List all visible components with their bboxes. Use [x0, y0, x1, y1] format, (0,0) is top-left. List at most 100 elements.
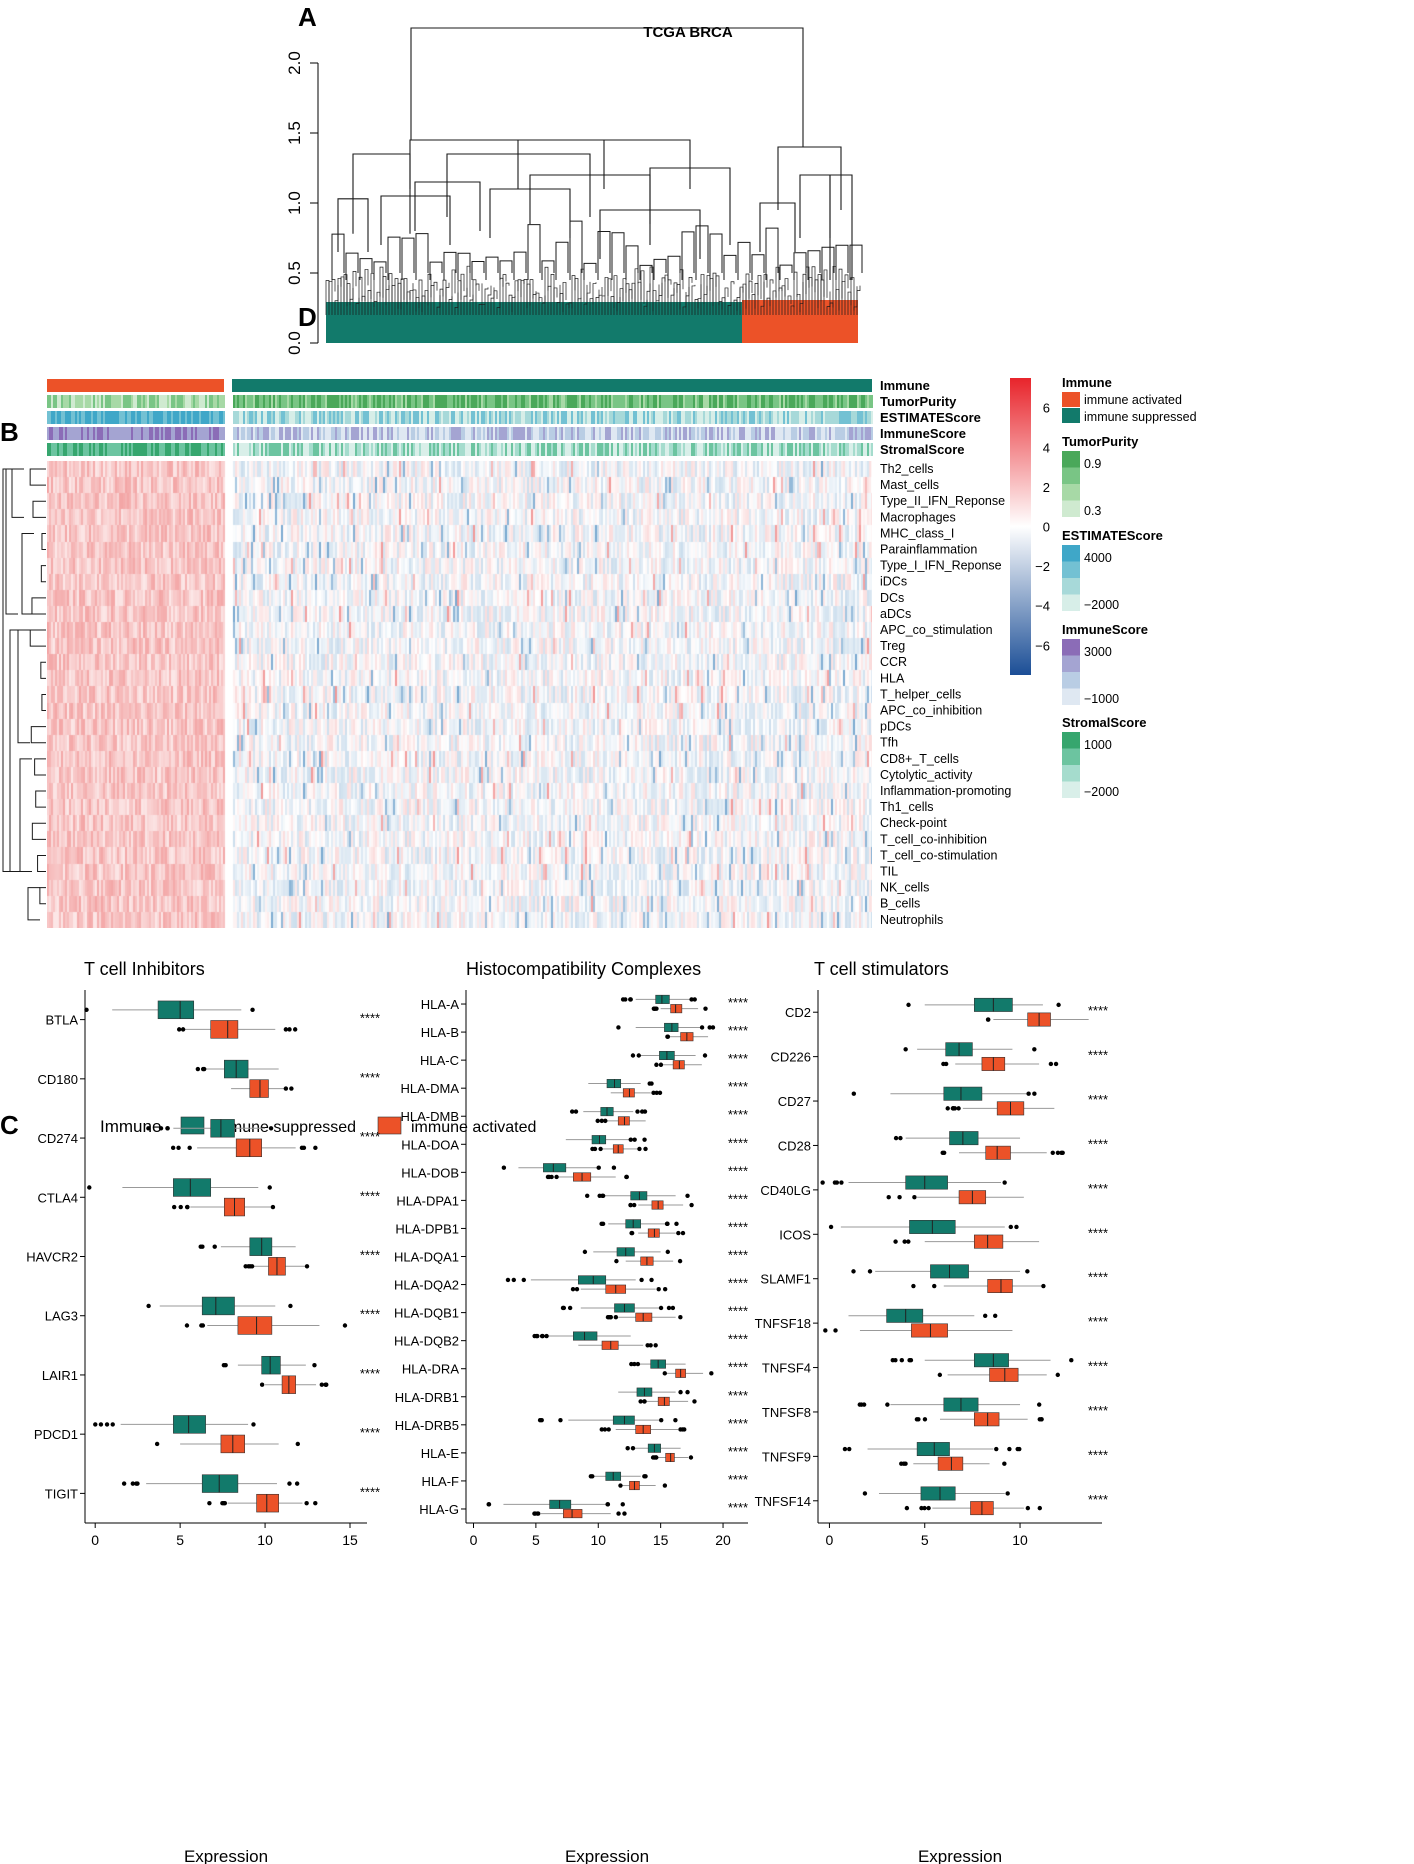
boxplot-box-activated	[945, 1101, 1055, 1116]
row-dendrogram-branch	[19, 758, 32, 873]
annotation-cell	[367, 427, 369, 440]
annotation-cell	[551, 395, 553, 408]
annotation-cell	[151, 443, 153, 456]
annotation-cell	[107, 427, 109, 440]
boxplot-box	[261, 1355, 281, 1375]
annotation-cell	[211, 395, 213, 408]
annotation-cell	[425, 395, 427, 408]
annotation-cell	[843, 395, 845, 408]
annotation-cell	[311, 411, 313, 424]
annotation-cell	[485, 411, 487, 424]
annotation-cell	[541, 427, 543, 440]
annotation-cell	[187, 395, 189, 408]
annotation-cell	[351, 427, 353, 440]
annotation-cell	[185, 427, 187, 440]
boxplot-title: T cell stimulators	[814, 959, 949, 979]
annotation-cell	[331, 443, 333, 456]
annotation-cell	[767, 395, 769, 408]
annotation-cell	[71, 411, 73, 424]
boxplot-box	[622, 1088, 635, 1098]
boxplot-outlier	[608, 1315, 613, 1320]
boxplot-outlier	[662, 1286, 668, 1292]
annotation-cell	[649, 427, 651, 440]
boxplot-box	[573, 1331, 598, 1341]
annotation-cell	[481, 395, 483, 408]
annotation-cell	[57, 411, 59, 424]
boxplot-box-suppressed	[486, 1499, 625, 1509]
annotation-cell	[309, 443, 311, 456]
annotation-cell	[665, 443, 667, 456]
legend-estimatescore-title: ESTIMATEScore	[1062, 528, 1163, 543]
annotation-cell	[247, 427, 249, 440]
annotation-cell	[587, 427, 589, 440]
annotation-cell	[689, 395, 691, 408]
annotation-cell	[155, 427, 157, 440]
annotation-cell	[643, 395, 645, 408]
annotation-cell	[93, 411, 95, 424]
dendrogram-mid-branch	[723, 254, 737, 280]
annotation-cell	[807, 411, 809, 424]
annotation-cell	[819, 395, 821, 408]
annotation-cell	[169, 443, 171, 456]
boxplot-box-activated	[937, 1367, 1060, 1382]
boxplot-gene-label: BTLA	[45, 1013, 78, 1028]
boxplot-outlier	[342, 1323, 348, 1328]
boxplot-box-activated	[628, 1200, 694, 1210]
annotation-cell	[855, 443, 857, 456]
annotation-cell	[559, 411, 561, 424]
annotation-cell	[583, 427, 585, 440]
annotation-track-ImmuneScore	[47, 427, 873, 440]
annotation-cell	[359, 443, 361, 456]
annotation-cell	[109, 443, 111, 456]
annotation-cell	[61, 427, 63, 440]
annotation-cell	[499, 427, 501, 440]
annotation-cell	[817, 443, 819, 456]
annotation-cell	[145, 427, 147, 440]
annotation-cell	[449, 443, 451, 456]
annotation-cell	[585, 443, 587, 456]
annotation-cell	[387, 443, 389, 456]
annotation-cell	[553, 395, 555, 408]
annotation-cell	[429, 411, 431, 424]
annotation-cell	[709, 427, 711, 440]
annotation-cell	[767, 411, 769, 424]
annotation-cell	[835, 427, 837, 440]
annotation-cell	[51, 411, 53, 424]
annotation-cell	[753, 427, 755, 440]
boxplot-box-activated	[914, 1412, 1044, 1427]
annotation-cell	[625, 427, 627, 440]
boxplot-box	[657, 1396, 670, 1406]
annotation-cell	[623, 427, 625, 440]
boxplot-box	[886, 1308, 924, 1323]
boxplot-outlier	[611, 1165, 617, 1170]
annotation-cell	[747, 411, 749, 424]
annotation-cell	[211, 427, 213, 440]
annotation-cell	[861, 427, 863, 440]
annotation-cell	[215, 427, 217, 440]
boxplot-outlier	[834, 1180, 840, 1185]
boxplot-outlier	[198, 1244, 203, 1249]
boxplot-significance: ****	[728, 1416, 748, 1431]
dendrogram-mid-branch	[625, 245, 639, 280]
boxplot-box-activated	[654, 1060, 702, 1070]
annotation-cell	[455, 411, 457, 424]
annotation-cell	[53, 427, 55, 440]
heatmap-row-dendrogram	[2, 468, 46, 921]
annotation-cell	[421, 395, 423, 408]
annotation-cell	[275, 411, 277, 424]
annotation-cell	[403, 411, 405, 424]
annotation-cell	[557, 395, 559, 408]
annotation-cell	[129, 427, 131, 440]
annotation-cell	[89, 427, 91, 440]
boxplot-gene-label: PDCD1	[34, 1427, 78, 1442]
annotation-cell	[595, 443, 597, 456]
annotation-cell	[483, 443, 485, 456]
annotation-cell	[571, 395, 573, 408]
annotation-cell	[599, 411, 601, 424]
annotation-cell	[241, 395, 243, 408]
annotation-cell	[259, 427, 261, 440]
dendrogram-leaf-branch	[331, 279, 336, 315]
annotation-cell	[317, 411, 319, 424]
annotation-cell	[519, 395, 521, 408]
boxplot-gene-label: HLA-DQB2	[394, 1334, 459, 1349]
